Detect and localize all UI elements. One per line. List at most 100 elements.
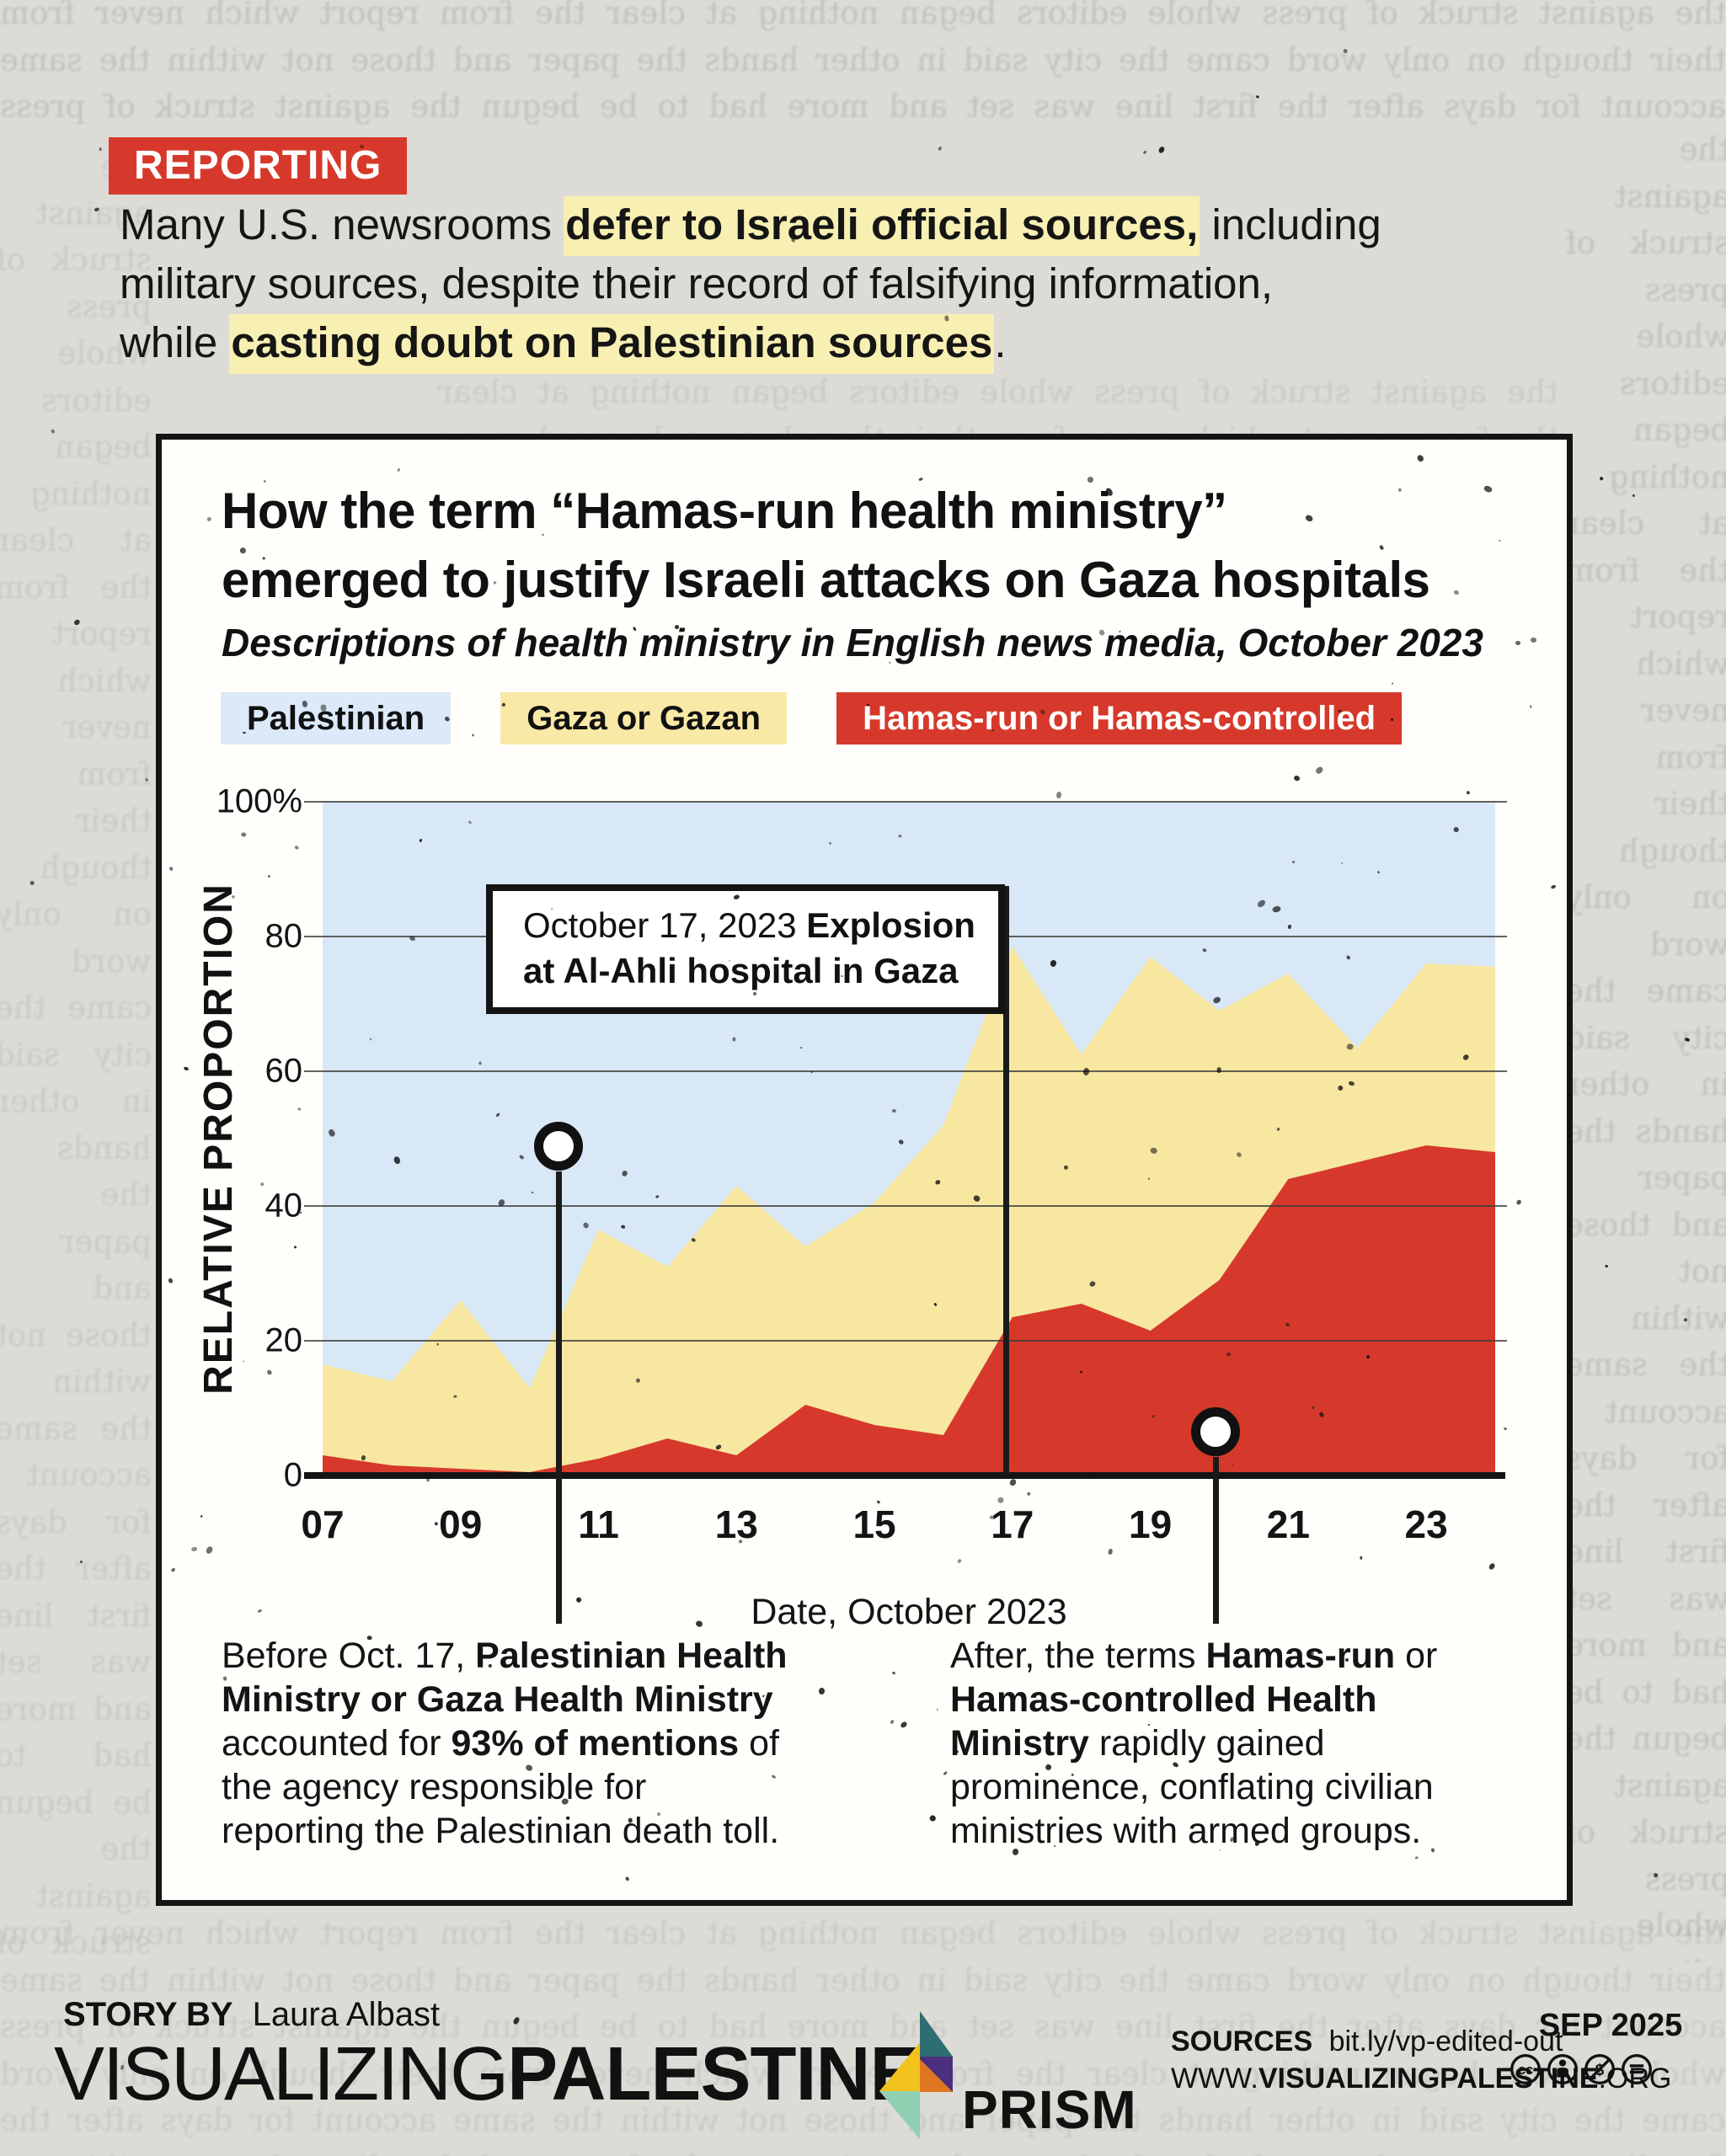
license-icons: cc $ [1510, 2053, 1653, 2085]
after-callout-marker [1191, 1407, 1240, 1456]
brand-visualizing: VISUALIZING [54, 2032, 509, 2116]
story-byline: STORY BY Laura Albast [63, 1996, 440, 2034]
ghost-text-gap: the against struck of press whole editor… [438, 374, 1558, 435]
x-tick-11: 11 [578, 1502, 619, 1546]
text-segment: Before Oct. 17, [222, 1636, 476, 1676]
text-line: accounted for 93% of mentions of [222, 1721, 887, 1765]
after-callout-line [1213, 1457, 1219, 1624]
x-tick-09: 09 [439, 1502, 483, 1546]
text-segment: October 17, 2023 [523, 905, 807, 945]
text-line: reporting the Palestinian death toll. [222, 1809, 887, 1853]
x-axis-line [304, 1472, 1505, 1479]
y-tick-40: 40 [265, 1187, 303, 1225]
legend-item-gaza-or-gazan: Gaza or Gazan [500, 692, 788, 744]
text-segment: After, the terms [950, 1636, 1206, 1676]
y-tick-100: 100% [216, 782, 302, 820]
y-tick-0: 0 [283, 1456, 302, 1494]
text-segment: casting doubt on Palestinian sources [229, 314, 995, 374]
svg-text:cc: cc [1518, 2063, 1533, 2078]
text-segment: accounted for [222, 1723, 452, 1764]
prism-wordmark: PRISM [962, 2079, 1137, 2140]
text-line: while casting doubt on Palestinian sourc… [120, 313, 1602, 374]
text-segment: defer to Israeli official sources, [564, 196, 1200, 256]
text-segment: Ministry [950, 1723, 1089, 1764]
sources-label: SOURCES [1171, 2025, 1313, 2057]
text-line: the agency responsible for [222, 1765, 887, 1809]
text-line: Ministry rapidly gained [950, 1721, 1548, 1765]
chart-subtitle: Descriptions of health ministry in Engli… [222, 621, 1483, 664]
x-axis-title: Date, October 2023 [751, 1592, 1067, 1632]
x-tick-19: 19 [1128, 1502, 1173, 1546]
text-segment: at Al-Ahli hospital in Gaza [523, 951, 959, 990]
text-segment: Hamas-controlled Health [950, 1679, 1377, 1720]
chart-legend: Palestinian Gaza or Gazan Hamas-run or Ham… [221, 692, 1403, 744]
publication-date: SEP 2025 [1538, 2008, 1683, 2043]
text-line: Before Oct. 17, Palestinian Health [222, 1634, 887, 1678]
text-segment: prominence, conflating civilian [950, 1767, 1434, 1807]
text-segment: reporting the Palestinian death toll. [222, 1811, 780, 1851]
text-line: prominence, conflating civilian [950, 1765, 1548, 1809]
text-segment: Many U.S. newsrooms [120, 200, 564, 248]
prism-logo-icon [872, 2009, 956, 2148]
x-tick-23: 23 [1404, 1502, 1448, 1546]
text-line: military sources, despite their record o… [120, 254, 1602, 313]
text-line: Ministry or Gaza Health Ministry [222, 1678, 887, 1721]
before-callout-line [556, 1171, 562, 1624]
text-line: After, the terms Hamas-run or [950, 1634, 1548, 1678]
chart-title-line1: How the term “Hamas-run health ministry” [222, 483, 1227, 539]
intro-paragraph: Many U.S. newsrooms defer to Israeli off… [120, 195, 1602, 374]
after-callout-text: After, the terms Hamas-run or Hamas-contr… [950, 1634, 1548, 1853]
x-tick-13: 13 [714, 1502, 758, 1546]
cc-icon: cc [1510, 2054, 1541, 2084]
legend-item-hamas-run-or-hamas-controlled: Hamas-run or Hamas-controlled [836, 692, 1403, 744]
oct17-event-line [1003, 886, 1009, 1476]
y-tick-20: 20 [265, 1321, 303, 1359]
brand-palestine: PALESTINE [507, 2032, 920, 2116]
legend-item-palestinian: Palestinian [221, 692, 452, 744]
text-segment: Ministry or Gaza Health Ministry [222, 1679, 773, 1720]
x-tick-15: 15 [852, 1502, 896, 1546]
before-callout-text: Before Oct. 17, Palestinian Health Minist… [222, 1634, 887, 1853]
y-axis-title: RELATIVE PROPORTION [196, 883, 241, 1395]
text-segment: while [120, 318, 230, 366]
ghost-text-right-margin: the against struck of press whole editor… [1565, 131, 1726, 1962]
x-tick-17: 17 [991, 1502, 1034, 1546]
text-line: Hamas-controlled Health [950, 1678, 1548, 1721]
story-by-label: STORY BY [63, 1996, 233, 2033]
sources-block: SOURCES bit.ly/vp-edited-out WWW.VISUALI… [1171, 2023, 1671, 2097]
text-segment: including [1200, 200, 1381, 248]
no-derivatives-icon [1622, 2054, 1652, 2084]
y-tick-80: 80 [265, 917, 303, 955]
visualizing-palestine-logo: VISUALIZINGPALESTINE [54, 2031, 921, 2118]
gridline-40 [304, 1205, 1507, 1207]
sources-line: SOURCES bit.ly/vp-edited-out [1171, 2023, 1671, 2060]
ghost-text-left-margin: the against struck of press whole editor… [0, 148, 152, 1954]
website-line: WWW.VISUALIZINGPALESTINE.ORG [1171, 2060, 1671, 2097]
text-segment: or [1395, 1636, 1438, 1676]
text-segment: of [739, 1723, 779, 1764]
before-callout-marker [534, 1122, 583, 1171]
site-name: VISUALIZINGPALESTINE [1258, 2063, 1599, 2095]
y-tick-60: 60 [265, 1052, 303, 1090]
reporting-badge: REPORTING [109, 137, 408, 195]
text-segment: Palestinian Health [475, 1636, 788, 1676]
text-segment: military sources, despite their record o… [120, 259, 1274, 307]
ghost-text-top: the against struck of press whole editor… [0, 0, 1726, 125]
text-segment: rapidly gained [1088, 1723, 1325, 1764]
text-line: at Al-Ahli hospital in Gaza [523, 948, 983, 994]
oct17-annotation-box: October 17, 2023 Explosion at Al-Ahli hos… [486, 884, 1005, 1014]
text-segment: the agency responsible for [222, 1767, 647, 1807]
gridline-60 [304, 1070, 1507, 1072]
sources-url: bit.ly/vp-edited-out [1328, 2025, 1563, 2057]
text-segment: Explosion [806, 905, 975, 945]
text-segment: 93% of mentions [451, 1723, 740, 1764]
gridline-100 [304, 801, 1507, 803]
text-segment: . [994, 318, 1007, 366]
chart-title: How the term “Hamas-run health ministry”… [222, 477, 1536, 615]
text-line: Many U.S. newsrooms defer to Israeli off… [120, 195, 1602, 256]
story-by-name: Laura Albast [252, 1996, 441, 2033]
attribution-icon [1547, 2054, 1578, 2084]
text-line: October 17, 2023 Explosion [523, 903, 983, 948]
text-segment: ministries with armed groups. [950, 1811, 1422, 1851]
